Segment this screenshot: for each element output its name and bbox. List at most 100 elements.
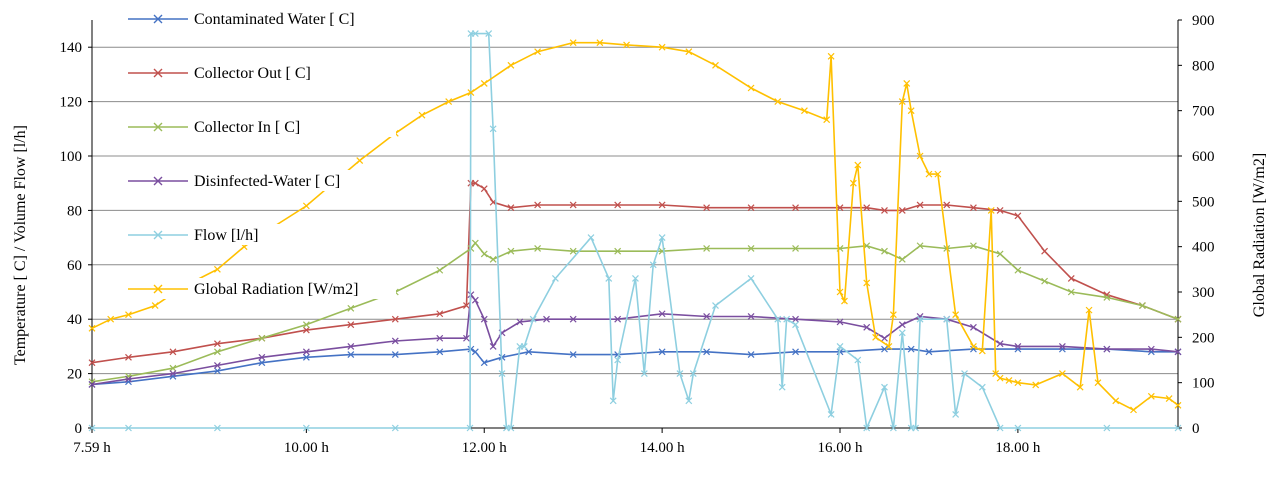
- data-point: [516, 318, 524, 326]
- data-point: [507, 424, 515, 432]
- data-point: [863, 204, 871, 212]
- series-5: [88, 39, 1182, 414]
- data-point: [836, 288, 844, 296]
- data-point: [778, 383, 786, 391]
- data-point: [1067, 288, 1075, 296]
- data-point: [903, 80, 911, 87]
- data-point: [1103, 294, 1111, 301]
- data-point: [952, 311, 960, 319]
- data-point: [471, 296, 479, 304]
- legend-label: Contaminated Water [ C]: [194, 11, 355, 28]
- data-point: [471, 239, 479, 247]
- data-point: [1041, 277, 1049, 285]
- data-point: [391, 351, 399, 358]
- data-point: [889, 424, 897, 432]
- y-tick-label-left: 80: [67, 203, 82, 219]
- data-point: [1085, 306, 1093, 314]
- legend-label: Collector Out [ C]: [194, 65, 311, 82]
- data-point: [747, 245, 755, 252]
- data-point: [88, 359, 96, 367]
- legend-item-bg: [126, 62, 396, 83]
- data-point: [534, 245, 542, 252]
- data-point: [676, 370, 684, 378]
- data-point: [480, 80, 488, 87]
- data-point: [623, 41, 630, 49]
- data-point: [885, 342, 893, 350]
- data-point: [881, 247, 888, 255]
- data-point: [169, 348, 177, 356]
- data-point: [1058, 370, 1066, 378]
- legend-item: Disinfected-Water [ C]: [126, 170, 396, 191]
- data-point: [703, 348, 711, 356]
- series-line: [91, 348, 1178, 386]
- data-point: [801, 107, 808, 115]
- data-point: [898, 206, 906, 214]
- data-point: [689, 370, 697, 378]
- data-point: [391, 315, 399, 323]
- data-point: [1014, 266, 1022, 274]
- data-point: [302, 321, 310, 329]
- data-point: [587, 234, 595, 242]
- data-point: [489, 125, 497, 133]
- legend-item-bg: [126, 170, 396, 191]
- series-line: [91, 182, 1179, 364]
- data-point: [970, 204, 977, 212]
- data-point: [347, 342, 355, 350]
- data-point: [471, 30, 479, 38]
- data-point: [774, 315, 782, 323]
- data-point: [445, 98, 453, 106]
- data-point: [1174, 424, 1182, 432]
- data-point: [841, 297, 848, 305]
- data-point: [943, 315, 951, 323]
- series-line: [91, 292, 1179, 386]
- data-point: [1147, 392, 1155, 400]
- data-point: [436, 266, 444, 274]
- data-point: [605, 274, 613, 282]
- data-point: [213, 362, 221, 369]
- data-point: [1147, 345, 1155, 353]
- data-point: [88, 381, 96, 388]
- data-point: [792, 315, 799, 323]
- data-point: [685, 397, 693, 405]
- data-point: [854, 356, 862, 364]
- legend-swatch-marker: [153, 230, 163, 240]
- data-point: [1032, 381, 1040, 389]
- data-point: [658, 201, 666, 209]
- data-point: [703, 313, 711, 320]
- y-tick-label-left: 20: [67, 367, 82, 383]
- legend-item-bg: [126, 224, 396, 245]
- data-point: [849, 179, 857, 187]
- data-point: [792, 321, 799, 329]
- data-point: [1130, 406, 1137, 414]
- data-point: [151, 302, 159, 310]
- axes: 0 20 40 60 80 100 120 140 0 100 200 300 400 500 600 700…: [60, 13, 1215, 456]
- data-point: [1058, 342, 1066, 350]
- data-point: [774, 98, 782, 106]
- data-point: [747, 274, 755, 282]
- data-point: [792, 204, 799, 212]
- data-point: [1165, 395, 1173, 402]
- data-point: [1094, 379, 1102, 387]
- data-point: [996, 424, 1004, 432]
- y-tick-label-right: 600: [1192, 149, 1215, 165]
- data-point: [881, 345, 888, 353]
- data-point: [258, 334, 266, 342]
- data-point: [525, 348, 533, 356]
- y-tick-label-left: 0: [75, 421, 83, 437]
- data-point: [912, 424, 920, 432]
- data-point: [107, 315, 115, 323]
- data-point: [1014, 379, 1022, 387]
- data-point: [1014, 424, 1022, 432]
- data-point: [302, 326, 310, 334]
- data-point: [1005, 376, 1013, 384]
- data-point: [480, 359, 488, 367]
- data-point: [569, 315, 577, 323]
- data-point: [970, 323, 977, 331]
- y-tick-label-right: 700: [1192, 104, 1215, 120]
- data-point: [898, 329, 906, 337]
- data-point: [347, 304, 355, 312]
- data-point: [418, 111, 426, 119]
- y-tick-label-right: 200: [1192, 330, 1215, 346]
- data-point: [943, 201, 951, 209]
